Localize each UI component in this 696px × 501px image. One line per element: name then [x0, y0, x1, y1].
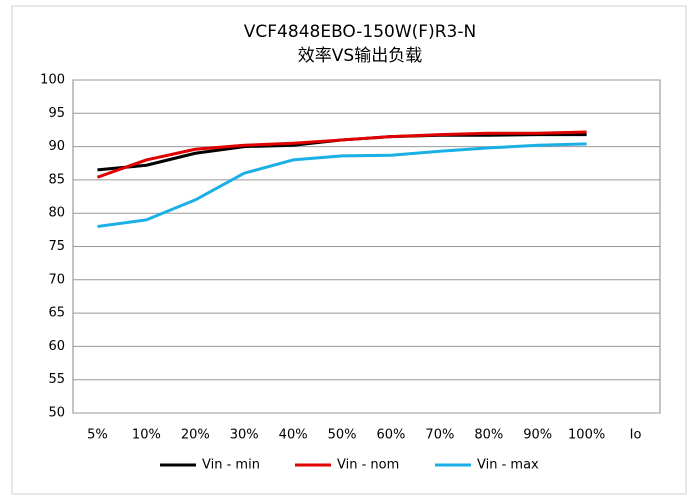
- x-tick-label: 10%: [132, 428, 161, 443]
- legend-label: Vin - min: [202, 458, 260, 473]
- x-tick-label: 50%: [328, 428, 357, 443]
- y-tick-label: 85: [48, 172, 65, 187]
- x-tick-label: 90%: [523, 428, 552, 443]
- x-tick-label: 80%: [474, 428, 503, 443]
- chart-subtitle: 效率VS输出负载: [298, 46, 422, 66]
- chart-title: VCF4848EBO-150W(F)R3-N: [244, 22, 476, 42]
- y-tick-label: 75: [48, 239, 65, 254]
- legend-label: Vin - nom: [337, 458, 399, 473]
- y-tick-label: 90: [48, 139, 65, 154]
- x-tick-label: 5%: [87, 428, 108, 443]
- y-tick-label: 95: [48, 106, 65, 121]
- x-tick-label: 40%: [279, 428, 308, 443]
- x-tick-label: 20%: [181, 428, 210, 443]
- x-tick-label: 70%: [425, 428, 454, 443]
- chart-frame: [11, 5, 687, 495]
- x-tick-label: 60%: [377, 428, 406, 443]
- x-tick-label: Io: [630, 428, 642, 443]
- y-tick-label: 70: [48, 272, 65, 287]
- y-tick-label: 55: [48, 372, 65, 387]
- y-tick-label: 60: [48, 339, 65, 354]
- x-tick-label: 100%: [568, 428, 605, 443]
- y-tick-label: 65: [48, 306, 65, 321]
- legend-label: Vin - max: [477, 458, 539, 473]
- y-tick-label: 50: [48, 406, 65, 421]
- series-line: [96, 130, 587, 179]
- y-tick-label: 100: [40, 73, 65, 88]
- x-tick-label: 30%: [230, 428, 259, 443]
- y-tick-label: 80: [48, 206, 65, 221]
- series-line: [97, 142, 587, 229]
